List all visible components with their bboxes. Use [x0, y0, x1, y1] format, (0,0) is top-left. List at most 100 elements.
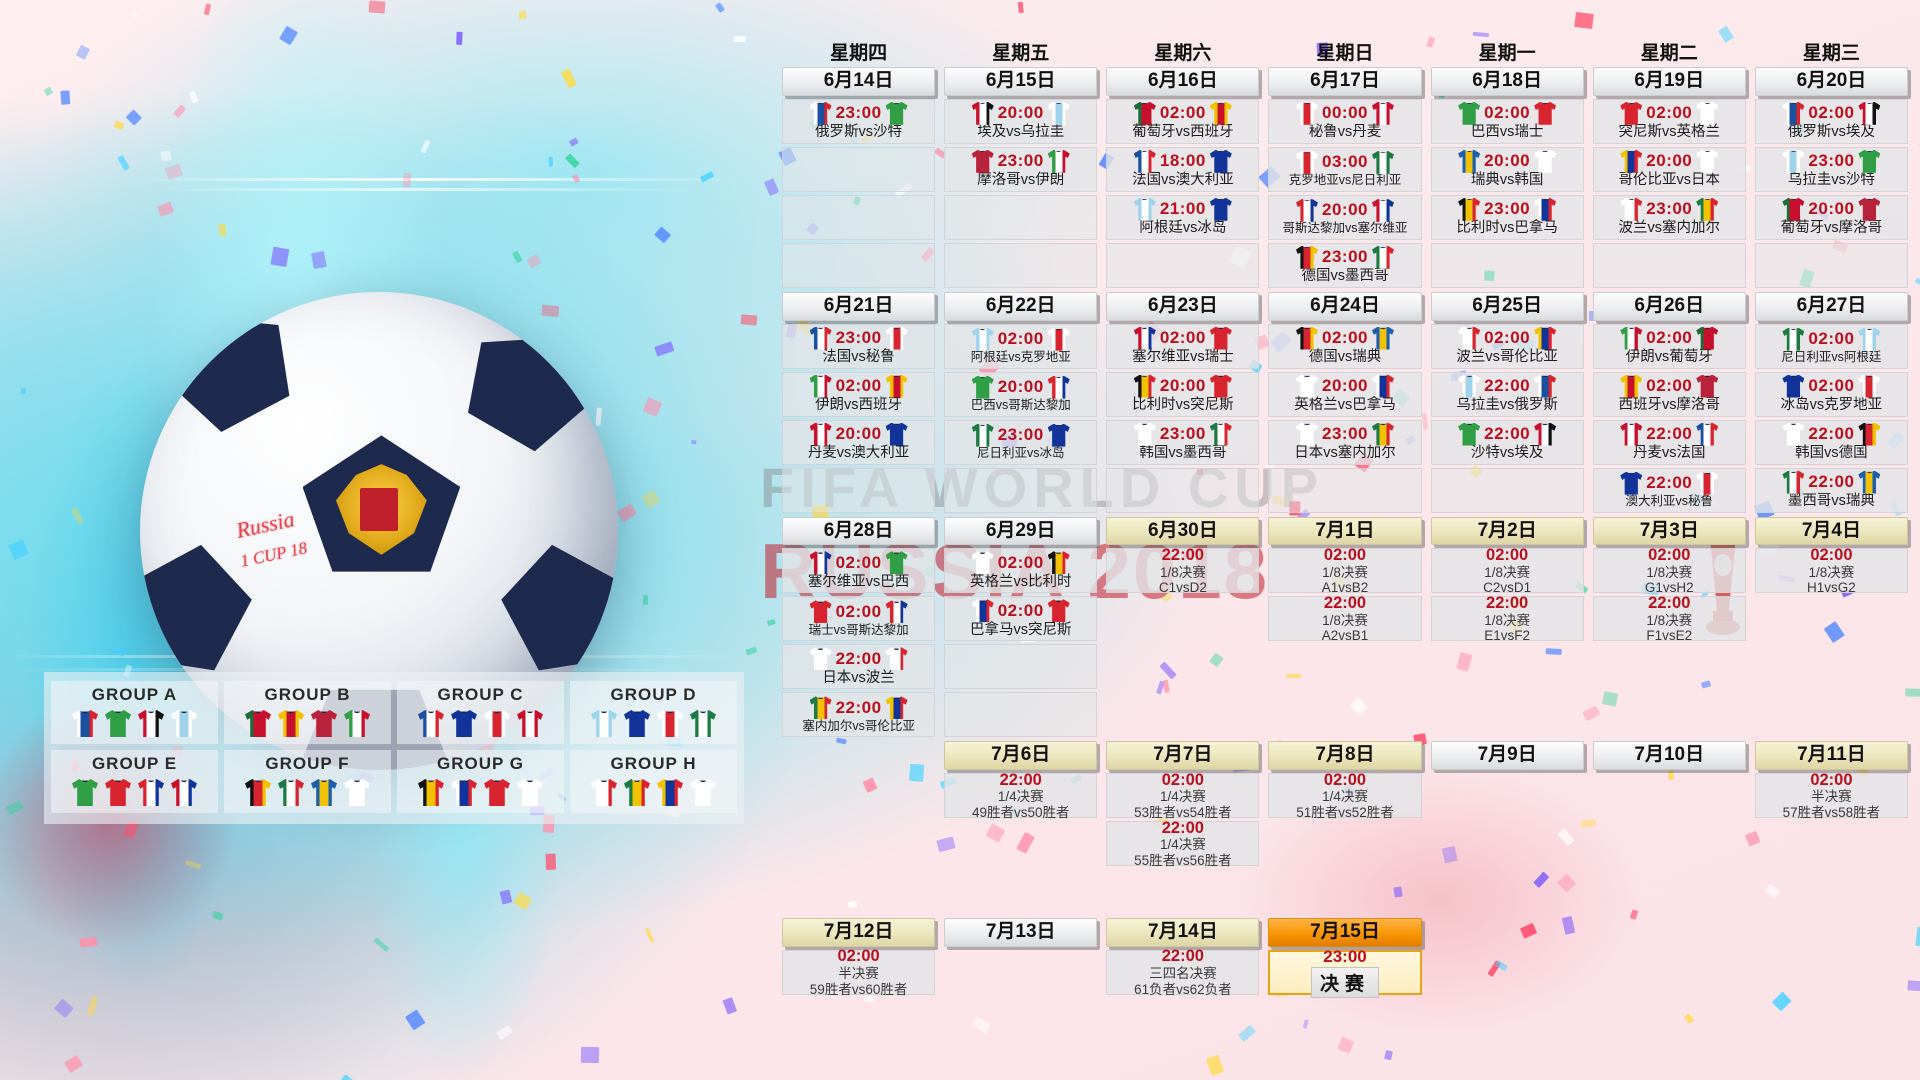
match-cell[interactable]: 23:00 法国vs秘鲁 [782, 323, 936, 369]
group-box-group-f[interactable]: GROUP F [224, 750, 391, 813]
match-cell[interactable]: 02:00 俄罗斯vs埃及 [1754, 98, 1908, 144]
match-cell[interactable]: 20:00 瑞典vs韩国 [1430, 146, 1584, 192]
date-header[interactable]: 7月15日 [1268, 918, 1422, 947]
match-cell[interactable]: 23:00 俄罗斯vs沙特 [782, 98, 936, 144]
group-box-group-a[interactable]: GROUP A [51, 681, 218, 744]
date-header[interactable]: 6月15日 [944, 67, 1098, 96]
date-header[interactable]: 7月6日 [944, 741, 1098, 770]
date-header[interactable]: 6月26日 [1592, 291, 1746, 321]
match-cell[interactable]: 22:00 塞内加尔vs哥伦比亚 [782, 692, 936, 738]
match-cell[interactable]: 02:00 英格兰vs比利时 [944, 548, 1098, 594]
match-cell[interactable]: 02:00 冰岛vs克罗地亚 [1754, 371, 1908, 417]
match-cell[interactable]: 23:00 波兰vs塞内加尔 [1592, 194, 1746, 240]
date-header[interactable]: 6月24日 [1268, 291, 1422, 321]
knockout-match-cell[interactable]: 22:00 1/8决赛 F1vsE2 [1592, 594, 1746, 643]
knockout-match-cell[interactable]: 02:00 半决赛 59胜者vs60胜者 [782, 947, 936, 997]
match-cell[interactable]: 23:00 日本vs塞内加尔 [1268, 419, 1422, 465]
match-cell[interactable]: 22:00 墨西哥vs瑞典 [1754, 467, 1908, 513]
date-header[interactable]: 7月8日 [1268, 741, 1422, 770]
knockout-match-cell[interactable]: 02:00 1/8决赛 G1vsH2 [1592, 546, 1746, 595]
match-cell[interactable]: 03:00 克罗地亚vs尼日利亚 [1268, 146, 1422, 192]
knockout-match-cell[interactable]: 22:00 1/4决赛 55胜者vs56胜者 [1106, 819, 1260, 868]
date-header[interactable]: 7月9日 [1430, 741, 1584, 770]
match-cell[interactable]: 20:00 巴西vs哥斯达黎加 [944, 371, 1098, 417]
date-header[interactable]: 6月23日 [1106, 291, 1260, 321]
match-cell[interactable]: 22:00 韩国vs德国 [1754, 419, 1908, 465]
group-box-group-e[interactable]: GROUP E [51, 750, 218, 813]
knockout-match-cell[interactable]: 02:00 半决赛 57胜者vs58胜者 [1754, 771, 1908, 820]
date-header[interactable]: 7月4日 [1754, 516, 1908, 546]
match-cell[interactable]: 02:00 瑞士vs哥斯达黎加 [782, 596, 936, 642]
match-cell[interactable]: 02:00 突尼斯vs英格兰 [1592, 98, 1746, 144]
match-cell[interactable]: 20:00 英格兰vs巴拿马 [1268, 371, 1422, 417]
knockout-match-cell[interactable]: 22:00 1/8决赛 E1vsF2 [1430, 594, 1584, 643]
date-header[interactable]: 7月12日 [782, 918, 936, 947]
match-cell[interactable]: 20:00 比利时vs突尼斯 [1106, 371, 1260, 417]
date-header[interactable]: 6月28日 [782, 516, 936, 546]
match-cell[interactable]: 02:00 波兰vs哥伦比亚 [1430, 323, 1584, 369]
date-header[interactable]: 6月22日 [944, 291, 1098, 321]
date-header[interactable]: 6月27日 [1754, 291, 1908, 321]
date-header[interactable]: 7月7日 [1106, 741, 1260, 770]
match-cell[interactable]: 02:00 西班牙vs摩洛哥 [1592, 371, 1746, 417]
date-header[interactable]: 7月3日 [1592, 516, 1746, 546]
match-cell[interactable]: 18:00 法国vs澳大利亚 [1106, 146, 1260, 192]
match-cell[interactable]: 22:00 日本vs波兰 [782, 644, 936, 690]
date-header[interactable]: 6月17日 [1268, 67, 1422, 96]
match-cell[interactable]: 23:00 比利时vs巴拿马 [1430, 194, 1584, 240]
knockout-match-cell[interactable]: 22:00 1/8决赛 A2vsB1 [1268, 594, 1422, 643]
match-cell[interactable]: 02:00 葡萄牙vs西班牙 [1106, 98, 1260, 144]
date-header[interactable]: 6月30日 [1106, 516, 1260, 546]
match-cell[interactable]: 20:00 哥斯达黎加vs塞尔维亚 [1268, 194, 1422, 240]
knockout-match-cell[interactable]: 22:00 1/4决赛 49胜者vs50胜者 [944, 771, 1098, 820]
match-cell[interactable]: 23:00 尼日利亚vs冰岛 [944, 419, 1098, 465]
match-cell[interactable]: 23:00 韩国vs墨西哥 [1106, 419, 1260, 465]
date-header[interactable]: 6月18日 [1430, 67, 1584, 96]
date-header[interactable]: 6月29日 [944, 516, 1098, 546]
match-cell[interactable]: 22:00 沙特vs埃及 [1430, 419, 1584, 465]
date-header[interactable]: 6月25日 [1430, 291, 1584, 321]
match-cell[interactable]: 21:00 阿根廷vs冰岛 [1106, 194, 1260, 240]
date-header[interactable]: 7月14日 [1106, 918, 1260, 947]
date-header[interactable]: 7月11日 [1754, 741, 1908, 770]
group-box-group-b[interactable]: GROUP B [224, 681, 391, 744]
final-match-cell[interactable]: 23:00 决赛 [1268, 947, 1422, 998]
match-cell[interactable]: 20:00 葡萄牙vs摩洛哥 [1754, 194, 1908, 240]
match-cell[interactable]: 20:00 丹麦vs澳大利亚 [782, 419, 936, 465]
match-cell[interactable]: 20:00 埃及vs乌拉圭 [944, 98, 1098, 144]
knockout-match-cell[interactable]: 22:00 1/8决赛 C1vsD2 [1106, 546, 1260, 595]
match-cell[interactable]: 23:00 乌拉圭vs沙特 [1754, 146, 1908, 192]
date-header[interactable]: 6月20日 [1754, 67, 1908, 96]
match-cell[interactable]: 23:00 德国vs墨西哥 [1268, 242, 1422, 288]
match-cell[interactable]: 22:00 丹麦vs法国 [1592, 419, 1746, 465]
date-header[interactable]: 6月19日 [1592, 67, 1746, 96]
date-header[interactable]: 6月14日 [782, 67, 936, 96]
match-cell[interactable]: 02:00 塞尔维亚vs瑞士 [1106, 323, 1260, 369]
match-cell[interactable]: 02:00 德国vs瑞典 [1268, 323, 1422, 369]
date-header[interactable]: 7月2日 [1430, 516, 1584, 546]
match-cell[interactable]: 23:00 摩洛哥vs伊朗 [944, 146, 1098, 192]
group-box-group-g[interactable]: GROUP G [397, 750, 564, 813]
match-cell[interactable]: 02:00 巴西vs瑞士 [1430, 98, 1584, 144]
knockout-match-cell[interactable]: 02:00 1/8决赛 A1vsB2 [1268, 546, 1422, 595]
match-cell[interactable]: 20:00 哥伦比亚vs日本 [1592, 146, 1746, 192]
group-box-group-d[interactable]: GROUP D [570, 681, 737, 744]
match-cell[interactable]: 02:00 伊朗vs西班牙 [782, 371, 936, 417]
match-cell[interactable]: 02:00 伊朗vs葡萄牙 [1592, 323, 1746, 369]
match-cell[interactable]: 02:00 巴拿马vs突尼斯 [944, 596, 1098, 642]
date-header[interactable]: 7月13日 [944, 918, 1098, 947]
match-cell[interactable]: 22:00 澳大利亚vs秘鲁 [1592, 467, 1746, 513]
date-header[interactable]: 6月21日 [782, 291, 936, 321]
knockout-match-cell[interactable]: 02:00 1/8决赛 C2vsD1 [1430, 546, 1584, 595]
date-header[interactable]: 7月10日 [1592, 741, 1746, 770]
date-header[interactable]: 7月1日 [1268, 516, 1422, 546]
match-cell[interactable]: 02:00 阿根廷vs克罗地亚 [944, 323, 1098, 369]
match-cell[interactable]: 00:00 秘鲁vs丹麦 [1268, 98, 1422, 144]
knockout-match-cell[interactable]: 02:00 1/4决赛 53胜者vs54胜者 [1106, 771, 1260, 820]
group-box-group-c[interactable]: GROUP C [397, 681, 564, 744]
date-header[interactable]: 6月16日 [1106, 67, 1260, 96]
group-box-group-h[interactable]: GROUP H [570, 750, 737, 813]
knockout-match-cell[interactable]: 02:00 1/4决赛 51胜者vs52胜者 [1268, 771, 1422, 820]
match-cell[interactable]: 22:00 乌拉圭vs俄罗斯 [1430, 371, 1584, 417]
match-cell[interactable]: 02:00 尼日利亚vs阿根廷 [1754, 323, 1908, 369]
